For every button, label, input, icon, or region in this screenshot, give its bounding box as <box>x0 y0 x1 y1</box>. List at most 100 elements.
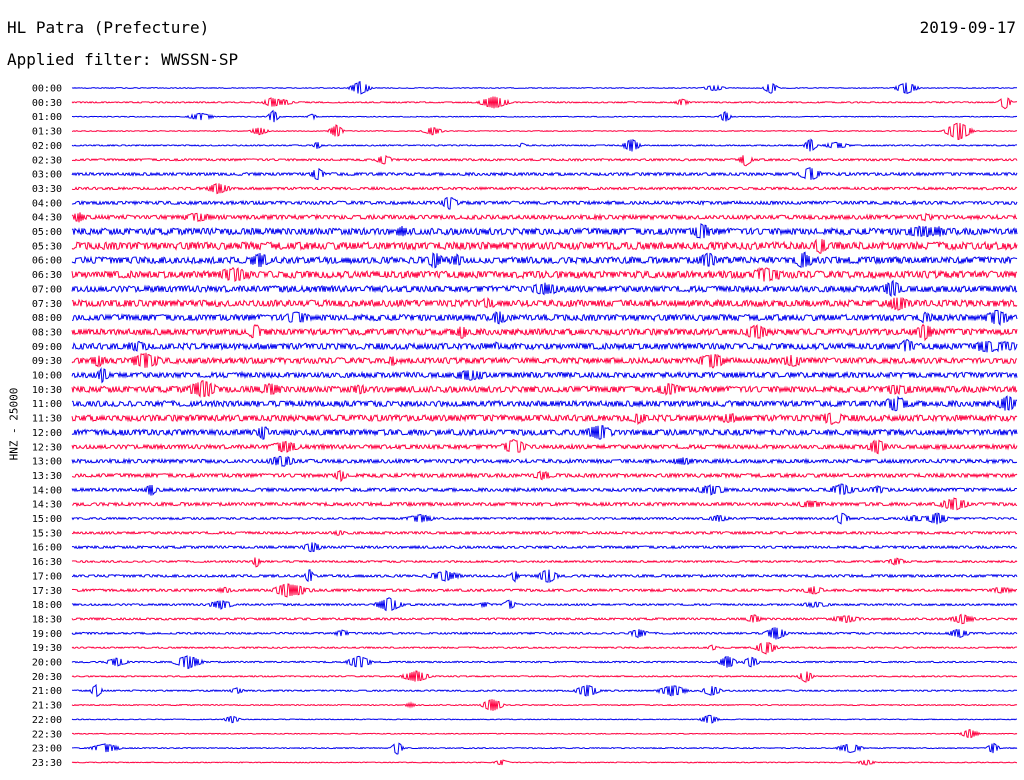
seismic-trace <box>71 497 1018 511</box>
seismic-trace <box>71 425 1018 440</box>
row-time-label: 01:30 <box>32 127 62 138</box>
seismic-trace <box>71 223 1018 239</box>
row-time-label: 05:30 <box>32 241 62 252</box>
seismic-trace <box>71 469 1018 483</box>
row-time-label: 20:30 <box>32 672 62 683</box>
row-time-label: 19:00 <box>32 629 62 640</box>
row-time-label: 14:00 <box>32 485 62 496</box>
seismic-trace <box>71 81 1018 95</box>
seismic-trace <box>71 683 1018 698</box>
row-time-label: 16:30 <box>32 557 62 568</box>
row-time-label: 12:00 <box>32 428 62 439</box>
filter-label: Applied filter: WWSSN-SP <box>7 50 239 69</box>
row-time-label: 21:00 <box>32 686 62 697</box>
seismic-trace <box>71 742 1018 755</box>
seismic-trace <box>71 699 1018 711</box>
seismic-trace <box>71 542 1018 553</box>
seismic-trace <box>71 212 1018 223</box>
row-time-label: 06:30 <box>32 270 62 281</box>
row-time-label: 07:00 <box>32 284 62 295</box>
row-time-label: 03:00 <box>32 170 62 181</box>
row-time-label: 23:00 <box>32 744 62 755</box>
row-time-label: 18:30 <box>32 614 62 625</box>
seismic-trace <box>71 729 1018 739</box>
seismic-trace <box>71 627 1018 640</box>
row-time-label: 23:30 <box>32 758 62 769</box>
date-label: 2019-09-17 <box>919 18 1016 37</box>
seismic-trace <box>71 569 1018 583</box>
seismic-trace <box>71 670 1018 683</box>
row-time-label: 17:00 <box>32 571 62 582</box>
seismic-trace <box>71 366 1018 384</box>
row-time-label: 09:00 <box>32 342 62 353</box>
row-time-label: 19:30 <box>32 643 62 654</box>
row-time-label: 15:00 <box>32 514 62 525</box>
row-time-label: 13:00 <box>32 457 62 468</box>
row-time-label: 08:00 <box>32 313 62 324</box>
row-time-label: 15:30 <box>32 528 62 539</box>
seismic-trace <box>71 279 1018 297</box>
seismic-trace <box>71 154 1018 167</box>
seismic-trace <box>71 138 1018 152</box>
row-time-label: 04:00 <box>32 198 62 209</box>
seismic-trace <box>71 455 1018 467</box>
row-time-label: 11:30 <box>32 414 62 425</box>
row-time-label: 04:30 <box>32 213 62 224</box>
seismic-trace <box>71 297 1018 311</box>
row-time-label: 16:00 <box>32 543 62 554</box>
seismic-trace <box>71 323 1018 342</box>
row-time-label: 00:30 <box>32 98 62 109</box>
row-time-label: 00:00 <box>32 84 62 95</box>
row-time-label: 12:30 <box>32 442 62 453</box>
row-time-label: 13:30 <box>32 471 62 482</box>
seismic-trace <box>71 613 1018 625</box>
row-time-label: 03:30 <box>32 184 62 195</box>
row-time-label: 02:00 <box>32 141 62 152</box>
seismic-trace <box>71 583 1018 598</box>
row-time-label: 06:00 <box>32 256 62 267</box>
seismic-trace <box>71 109 1018 123</box>
seismic-trace <box>71 122 1018 141</box>
seismic-trace <box>71 266 1018 282</box>
row-time-label: 22:30 <box>32 729 62 740</box>
row-time-label: 10:00 <box>32 371 62 382</box>
seismic-trace <box>71 183 1018 195</box>
station-title: HL Patra (Prefecture) <box>7 18 210 37</box>
seismic-trace <box>71 597 1018 612</box>
seismic-trace <box>71 309 1018 326</box>
row-time-label: 08:30 <box>32 327 62 338</box>
row-time-label: 05:00 <box>32 227 62 238</box>
seismic-trace <box>71 251 1018 269</box>
seismic-trace <box>71 338 1018 353</box>
row-time-label: 14:30 <box>32 500 62 511</box>
row-time-label: 02:30 <box>32 155 62 166</box>
row-time-label: 22:00 <box>32 715 62 726</box>
seismic-trace <box>71 96 1018 110</box>
row-time-label: 07:30 <box>32 299 62 310</box>
seismic-trace <box>71 167 1018 181</box>
seismic-trace <box>71 352 1018 369</box>
row-time-label: 01:00 <box>32 112 62 123</box>
row-time-label: 11:00 <box>32 399 62 410</box>
seismic-trace <box>71 557 1018 568</box>
seismic-trace <box>71 196 1018 210</box>
row-time-label: 20:00 <box>32 658 62 669</box>
seismic-trace <box>71 439 1018 455</box>
seismic-trace <box>71 483 1018 496</box>
row-time-label: 10:30 <box>32 385 62 396</box>
seismic-trace <box>71 759 1018 766</box>
seismic-trace <box>71 512 1018 525</box>
row-time-label: 09:30 <box>32 356 62 367</box>
seismic-trace <box>71 395 1018 412</box>
row-time-label: 21:30 <box>32 701 62 712</box>
row-time-label: 18:00 <box>32 600 62 611</box>
seismic-trace <box>71 641 1018 655</box>
seismic-trace <box>71 714 1018 724</box>
row-time-label: 17:30 <box>32 586 62 597</box>
seismic-trace <box>71 238 1018 254</box>
seismic-trace <box>71 380 1018 398</box>
seismic-trace <box>71 529 1018 536</box>
seismic-trace <box>71 655 1018 670</box>
seismic-trace <box>71 412 1018 426</box>
